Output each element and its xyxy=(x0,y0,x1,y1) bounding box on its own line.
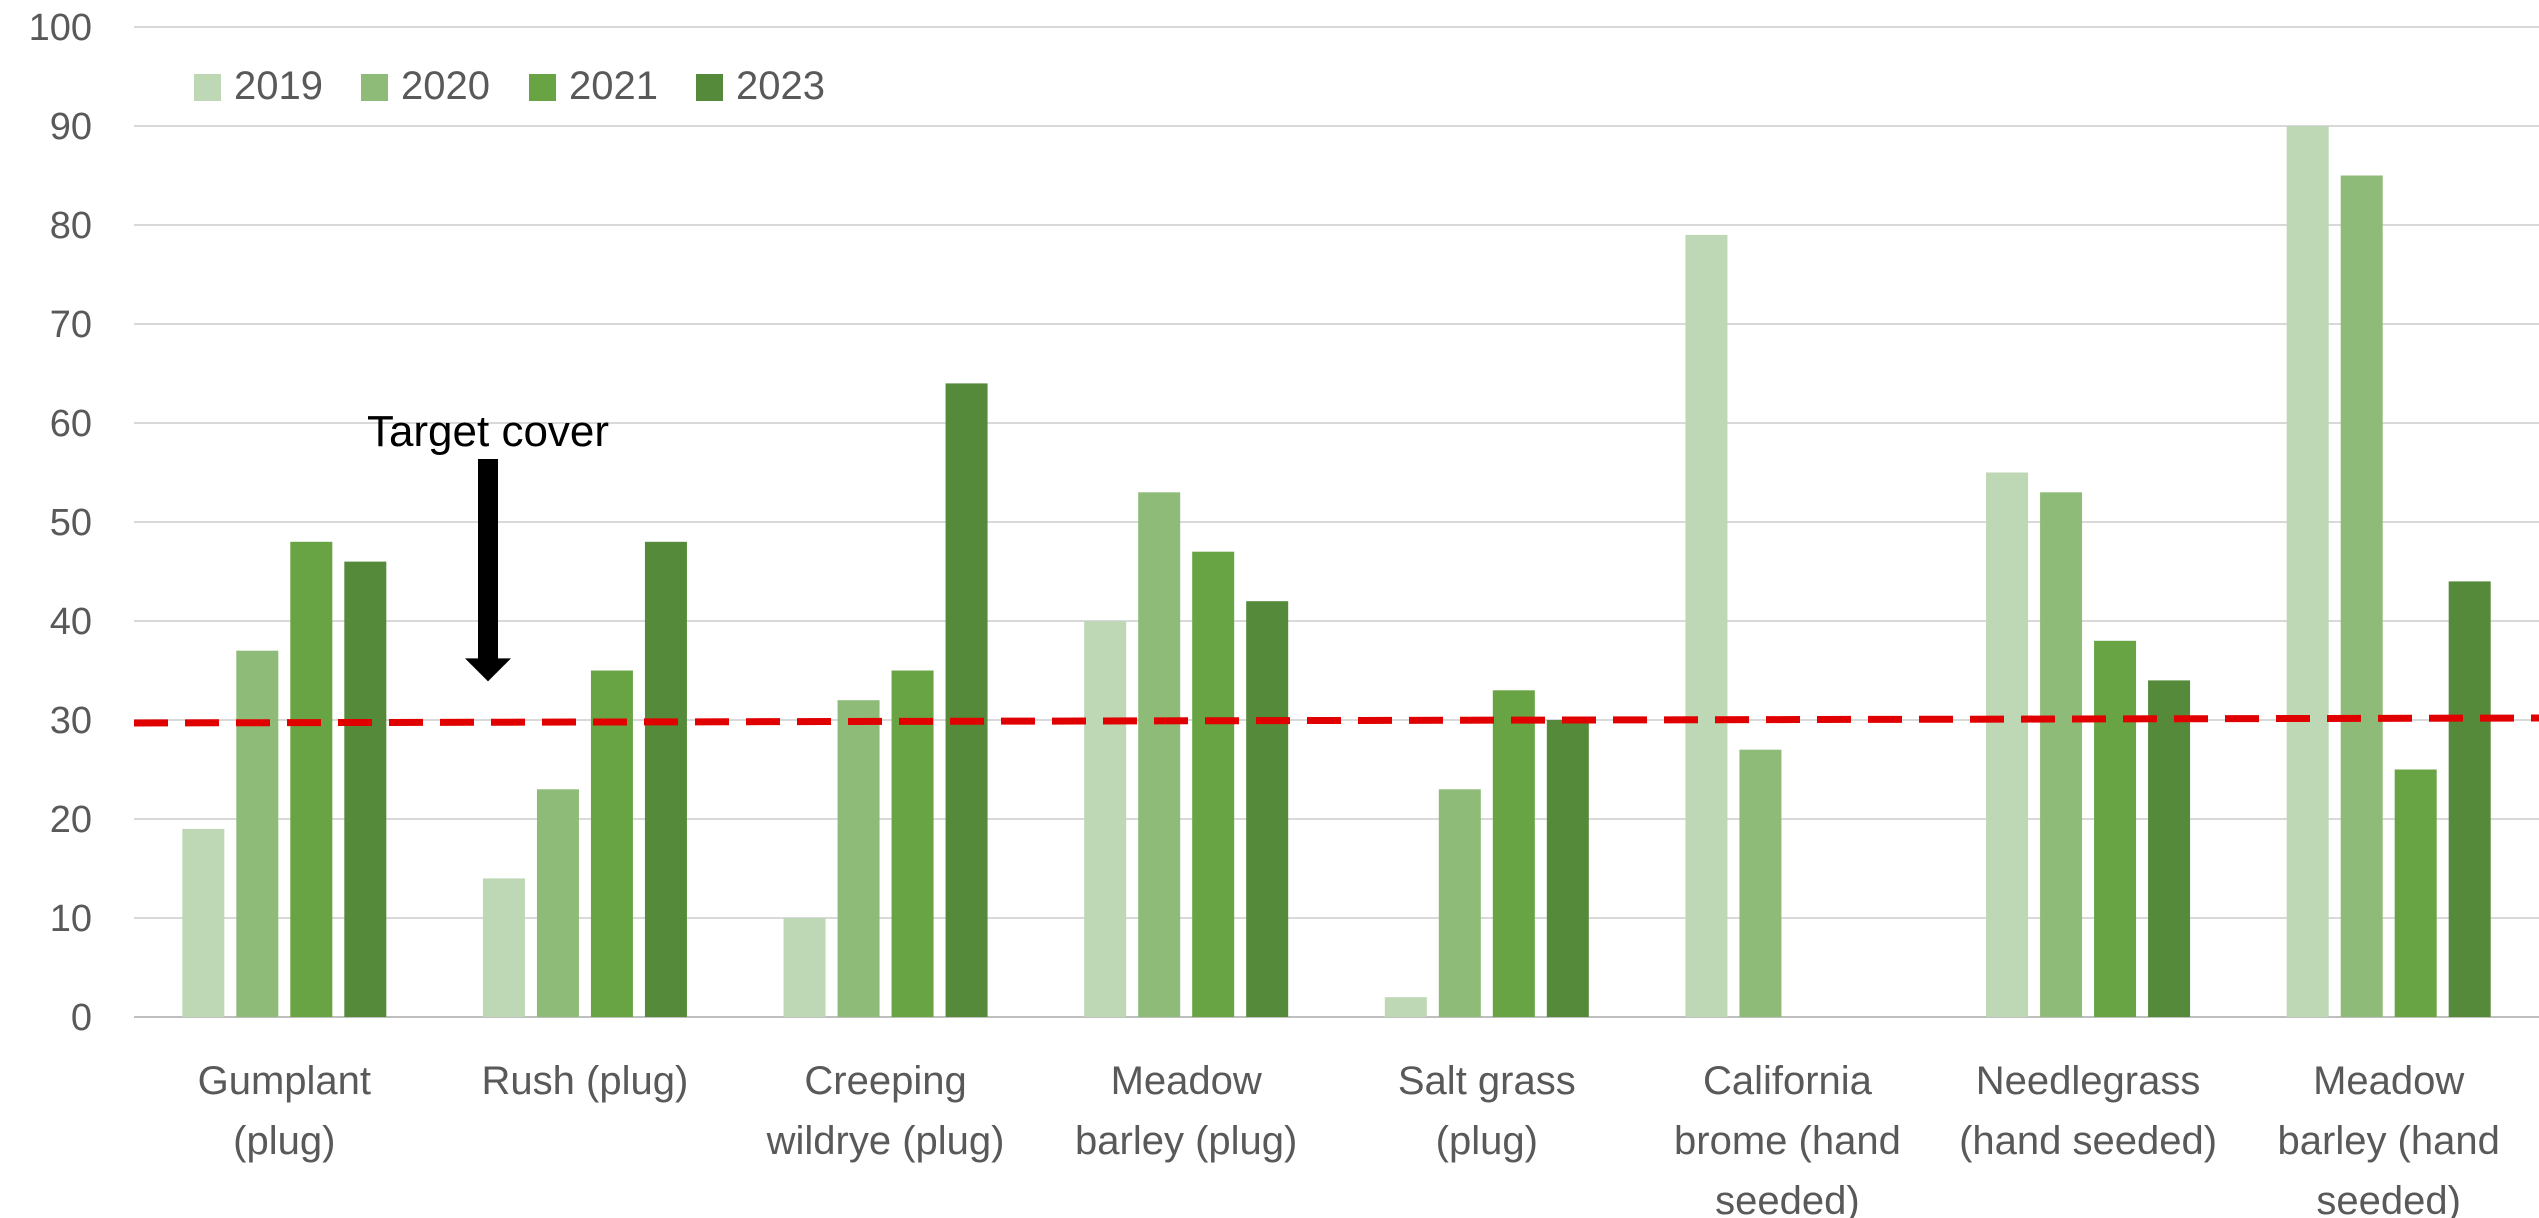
target-cover-annotation: Target cover xyxy=(367,407,609,682)
bar-2023-3 xyxy=(945,383,988,1017)
y-tick-label: 70 xyxy=(50,304,92,346)
y-tick-label: 100 xyxy=(29,7,92,49)
bar-2021-5 xyxy=(1492,690,1535,1017)
bar-2020-3 xyxy=(837,700,880,1017)
legend-label-2023: 2023 xyxy=(736,64,825,108)
bar-2019-3 xyxy=(783,918,826,1017)
x-category-label: Gumplant (plug) xyxy=(198,1059,371,1163)
arrow-down-icon xyxy=(465,658,511,682)
bar-2020-2 xyxy=(536,789,579,1017)
x-category-label: Meadow barley (hand seeded) xyxy=(2278,1059,2500,1218)
bar-2023-2 xyxy=(644,541,687,1017)
bar-2019-6 xyxy=(1685,234,1728,1017)
legend-swatch-2021 xyxy=(529,74,556,101)
x-category-label: Creeping wildrye (plug) xyxy=(766,1059,1005,1163)
x-category-label: Meadow barley (plug) xyxy=(1075,1059,1297,1163)
legend-swatch-2019 xyxy=(194,74,221,101)
annotation-label: Target cover xyxy=(367,407,609,456)
y-axis-tick-labels: 0 10 20 30 40 50 60 70 80 90 100 xyxy=(29,7,92,1039)
bar-2019-2 xyxy=(482,878,525,1017)
bar-2019-1 xyxy=(182,828,225,1017)
y-tick-label: 50 xyxy=(50,502,92,544)
bar-2020-4 xyxy=(1138,492,1181,1017)
bar-2021-4 xyxy=(1192,551,1235,1017)
bar-2021-1 xyxy=(290,541,333,1017)
y-tick-label: 0 xyxy=(71,997,92,1039)
x-category-label: Rush (plug) xyxy=(482,1059,689,1103)
y-tick-label: 20 xyxy=(50,799,92,841)
bar-2023-7 xyxy=(2148,680,2191,1017)
x-category-label: Salt grass (plug) xyxy=(1398,1059,1576,1163)
y-tick-label: 30 xyxy=(50,700,92,742)
x-axis-category-labels: Gumplant (plug) Rush (plug) Creeping wildrye… xyxy=(198,1059,2500,1218)
bar-2019-7 xyxy=(1986,472,2029,1017)
x-category-label: Needlegrass (hand seeded) xyxy=(1959,1059,2217,1163)
bar-2023-5 xyxy=(1546,720,1589,1017)
bar-2019-5 xyxy=(1384,997,1427,1017)
legend-label-2020: 2020 xyxy=(401,64,490,108)
bar-2019-4 xyxy=(1084,621,1127,1017)
bar-2021-8 xyxy=(2394,769,2437,1017)
bar-2020-6 xyxy=(1739,749,1782,1017)
legend-swatch-2020 xyxy=(361,74,388,101)
y-tick-label: 90 xyxy=(50,106,92,148)
gridlines xyxy=(134,26,2539,1018)
legend-label-2021: 2021 xyxy=(569,64,658,108)
legend-swatch-2023 xyxy=(696,74,723,101)
y-tick-label: 10 xyxy=(50,898,92,940)
legend: 2019 2020 2021 2023 xyxy=(194,64,825,108)
bar-2020-8 xyxy=(2340,175,2383,1017)
arrow-shaft xyxy=(478,459,498,660)
bar-2023-8 xyxy=(2448,581,2491,1017)
y-tick-label: 80 xyxy=(50,205,92,247)
bar-2021-2 xyxy=(590,670,633,1017)
bar-2021-3 xyxy=(891,670,934,1017)
target-line xyxy=(133,714,2539,727)
y-tick-label: 40 xyxy=(50,601,92,643)
x-category-label: California brome (hand seeded) xyxy=(1674,1059,1901,1218)
bars xyxy=(182,126,2491,1017)
bar-2023-4 xyxy=(1246,601,1289,1017)
target-reference-line xyxy=(133,714,2539,727)
bar-2020-5 xyxy=(1438,789,1481,1017)
bar-2019-8 xyxy=(2286,126,2329,1017)
y-tick-label: 60 xyxy=(50,403,92,445)
bar-2020-7 xyxy=(2040,492,2083,1017)
legend-label-2019: 2019 xyxy=(234,64,323,108)
bar-2021-7 xyxy=(2094,640,2137,1017)
bar-2020-1 xyxy=(236,650,279,1017)
bar-2023-1 xyxy=(344,561,387,1017)
